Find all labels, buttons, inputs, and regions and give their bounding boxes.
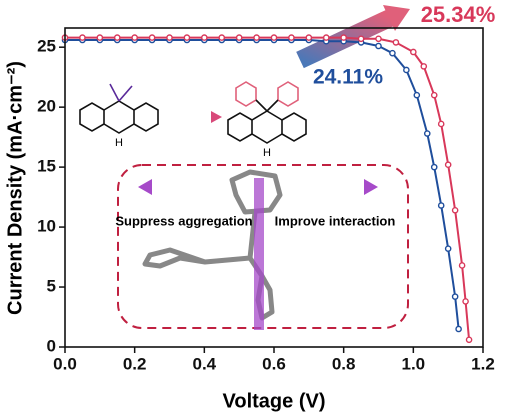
data-point (375, 35, 382, 43)
data-point (357, 35, 365, 43)
molecule (227, 81, 307, 144)
y-tick-label: 25 (37, 37, 56, 56)
atom-label: H (115, 137, 123, 149)
series-line (65, 38, 460, 330)
x-tick-label: 0.8 (332, 354, 356, 373)
data-point (253, 34, 260, 41)
arrow-head (383, 5, 410, 31)
y-axis-title: Current Density (mA·cm⁻²) (4, 61, 26, 315)
y-tick-label: 20 (37, 97, 56, 116)
data-point (465, 336, 473, 344)
data-point (392, 39, 400, 46)
data-point (270, 34, 278, 41)
data-point (305, 34, 313, 41)
data-point (389, 49, 396, 57)
plot-frame (64, 27, 484, 348)
data-point (235, 34, 243, 41)
x-tick-label: 1.0 (402, 354, 426, 373)
data-point (113, 34, 121, 41)
annotation: Improve interaction (275, 213, 396, 228)
data-point (322, 34, 330, 41)
data-point (183, 34, 191, 41)
data-point (430, 163, 438, 171)
data-point (413, 91, 421, 99)
y-tick-label: 5 (47, 277, 56, 296)
legend-label: 25.34% (421, 2, 496, 27)
data-point (201, 34, 208, 41)
axis-bar (254, 178, 264, 330)
data-point (340, 34, 347, 41)
data-point (430, 91, 438, 99)
y-tick-label: 0 (47, 336, 56, 355)
arrow-head (364, 179, 378, 195)
data-point (420, 63, 428, 70)
data-point (403, 66, 410, 74)
series-line (65, 36, 471, 340)
arrow-head (138, 179, 152, 195)
data-point (437, 120, 445, 128)
y-tick-label: 10 (37, 217, 56, 236)
y-tick-label: 15 (37, 157, 56, 176)
annotation: Suppress aggregation (115, 213, 252, 228)
x-tick-label: 0.4 (193, 354, 217, 373)
molecule (79, 83, 159, 134)
data-point (148, 34, 156, 41)
data-point (458, 262, 466, 269)
data-point (375, 42, 382, 50)
x-tick-label: 0.6 (262, 354, 286, 373)
inset-box (117, 164, 409, 329)
data-point (437, 202, 445, 209)
data-point (451, 206, 459, 214)
data-point (218, 34, 226, 41)
data-point (96, 34, 104, 41)
data-point (423, 130, 431, 137)
data-point (451, 293, 459, 300)
data-point (131, 34, 138, 41)
atom-label: H (263, 147, 271, 159)
x-tick-label: 0.2 (123, 354, 147, 373)
x-tick-label: 1.2 (471, 354, 495, 373)
x-tick-label: 0.0 (53, 354, 77, 373)
x-axis-title: Voltage (V) (223, 390, 326, 412)
data-point (410, 48, 417, 56)
data-point (455, 325, 462, 333)
data-point (166, 34, 173, 41)
data-point (444, 245, 452, 252)
data-point (462, 298, 469, 305)
data-point (288, 34, 295, 41)
data-point (79, 34, 86, 41)
legend-label: 24.11% (313, 66, 383, 89)
arrow-head (211, 111, 222, 123)
data-point (444, 161, 452, 169)
